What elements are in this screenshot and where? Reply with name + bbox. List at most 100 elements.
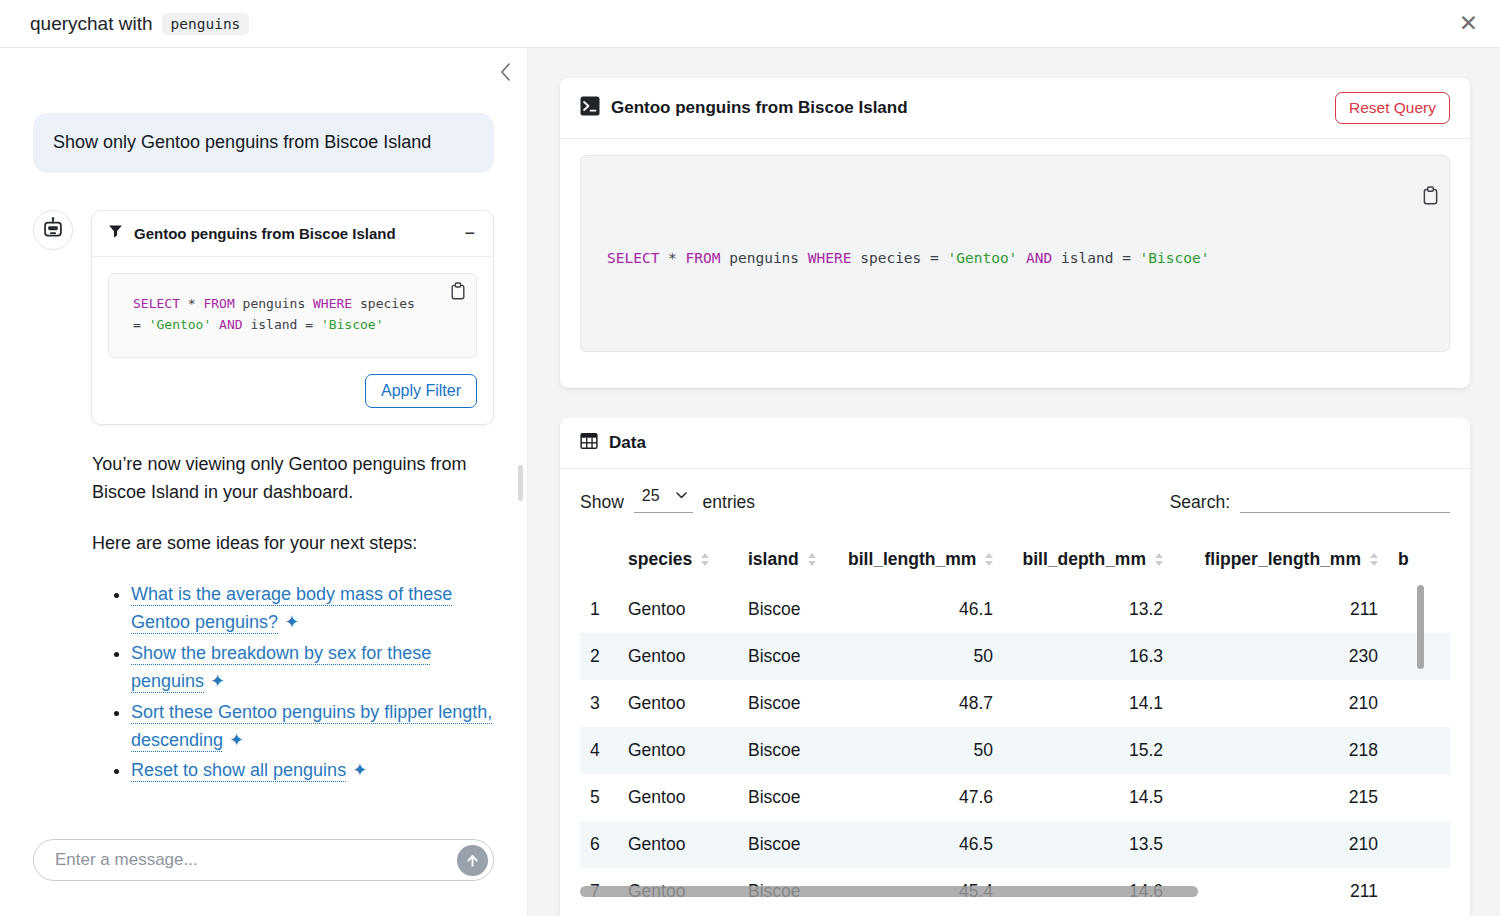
table-body: 1GentooBiscoe46.113.22112GentooBiscoe501… bbox=[580, 586, 1450, 901]
user-message: Show only Gentoo penguins from Biscoe Is… bbox=[33, 113, 494, 173]
suggestion-item: Reset to show all penguins ✦ bbox=[131, 757, 494, 785]
chat-input-container bbox=[33, 839, 494, 881]
table-cell: 3 bbox=[580, 680, 618, 727]
query-card-header: Gentoo penguins from Biscoe Island Reset… bbox=[560, 78, 1470, 139]
suggestion-list: What is the average body mass of these G… bbox=[92, 581, 494, 785]
table-cell: 230 bbox=[1173, 633, 1388, 680]
sort-icon bbox=[701, 553, 709, 566]
table-cell: 211 bbox=[1173, 868, 1388, 901]
sql-token: penguins bbox=[235, 296, 313, 311]
dataset-chip: penguins bbox=[162, 13, 250, 35]
arrow-up-icon bbox=[465, 853, 480, 868]
data-table: speciesislandbill_length_mmbill_depth_mm… bbox=[580, 539, 1450, 901]
send-button[interactable] bbox=[457, 845, 488, 876]
column-header-island[interactable]: island bbox=[738, 539, 838, 586]
sql-token: island = bbox=[1052, 250, 1139, 266]
table-cell: 211 bbox=[1173, 586, 1388, 633]
data-card: Data Show 25 entries Search: bbox=[560, 418, 1470, 916]
column-header-b: b bbox=[1388, 539, 1450, 586]
assistant-message: You’re now viewing only Gentoo penguins … bbox=[92, 451, 494, 785]
reset-query-button[interactable]: Reset Query bbox=[1335, 92, 1450, 124]
copy-icon[interactable] bbox=[1317, 164, 1439, 233]
assistant-paragraph: You’re now viewing only Gentoo penguins … bbox=[92, 451, 494, 507]
search-input[interactable] bbox=[1240, 487, 1450, 513]
entries-label: entries bbox=[703, 492, 756, 513]
column-header-species[interactable]: species bbox=[618, 539, 738, 586]
query-card: Gentoo penguins from Biscoe Island Reset… bbox=[560, 78, 1470, 388]
table-cell: Biscoe bbox=[738, 633, 838, 680]
suggestion-item: Sort these Gentoo penguins by flipper le… bbox=[131, 699, 494, 755]
app-title: querychat with bbox=[30, 13, 153, 35]
suggestion-link[interactable]: Show the breakdown by sex for these peng… bbox=[131, 643, 431, 691]
sparkle-icon: ✦ bbox=[352, 760, 367, 780]
table-header-row: speciesislandbill_length_mmbill_depth_mm… bbox=[580, 539, 1450, 586]
table-row: 2GentooBiscoe5016.3230 bbox=[580, 633, 1450, 680]
table-cell: 46.5 bbox=[838, 821, 1003, 868]
sql-token: * bbox=[659, 250, 685, 266]
column-header-bill_depth_mm[interactable]: bill_depth_mm bbox=[1003, 539, 1173, 586]
sql-token: WHERE bbox=[313, 296, 352, 311]
close-icon[interactable]: ✕ bbox=[1455, 8, 1482, 39]
suggestion-link[interactable]: Sort these Gentoo penguins by flipper le… bbox=[131, 702, 492, 750]
assistant-paragraph: Here are some ideas for your next steps: bbox=[92, 530, 494, 558]
table-vertical-scrollbar[interactable] bbox=[1417, 585, 1424, 669]
table-cell: Gentoo bbox=[618, 586, 738, 633]
table-cell: 14.1 bbox=[1003, 680, 1173, 727]
bot-avatar bbox=[33, 210, 73, 250]
table-row: 6GentooBiscoe46.513.5210 bbox=[580, 821, 1450, 868]
suggestion-item: What is the average body mass of these G… bbox=[131, 581, 494, 637]
filter-tool-card-header: Gentoo penguins from Biscoe Island − bbox=[92, 211, 493, 257]
sql-token: 'Biscoe' bbox=[321, 317, 384, 332]
table-cell: 50 bbox=[838, 633, 1003, 680]
table-cell: 5 bbox=[580, 774, 618, 821]
sidebar-collapse-icon[interactable] bbox=[500, 62, 511, 86]
sparkle-icon: ✦ bbox=[229, 730, 244, 750]
sql-token: WHERE bbox=[808, 250, 852, 266]
sql-code-block: SELECT * FROM penguins WHERE species = '… bbox=[108, 273, 477, 359]
table-cell: 13.5 bbox=[1003, 821, 1173, 868]
sql-token: penguins bbox=[721, 250, 808, 266]
table-cell: 4 bbox=[580, 727, 618, 774]
sql-token: 'Biscoe' bbox=[1140, 250, 1210, 266]
table-cell bbox=[1388, 774, 1450, 821]
suggestion-link[interactable]: Reset to show all penguins bbox=[131, 760, 346, 780]
collapse-card-icon[interactable]: − bbox=[462, 224, 477, 242]
table-cell: 46.1 bbox=[838, 586, 1003, 633]
table-row: 3GentooBiscoe48.714.1210 bbox=[580, 680, 1450, 727]
filter-tool-card: Gentoo penguins from Biscoe Island − SEL… bbox=[91, 210, 494, 426]
table-cell: 218 bbox=[1173, 727, 1388, 774]
table-cell: 210 bbox=[1173, 821, 1388, 868]
table-cell: 47.6 bbox=[838, 774, 1003, 821]
table-cell: 48.7 bbox=[838, 680, 1003, 727]
chat-input[interactable] bbox=[34, 850, 457, 870]
table-cell: 50 bbox=[838, 727, 1003, 774]
table-cell: Biscoe bbox=[738, 774, 838, 821]
table-cell: 16.3 bbox=[1003, 633, 1173, 680]
show-label: Show bbox=[580, 492, 624, 513]
page-length-control: Show 25 entries bbox=[580, 487, 755, 513]
column-header-flipper_length_mm[interactable]: flipper_length_mm bbox=[1173, 539, 1388, 586]
column-header-bill_length_mm[interactable]: bill_length_mm bbox=[838, 539, 1003, 586]
sql-token bbox=[1017, 250, 1026, 266]
sql-token: FROM bbox=[686, 250, 721, 266]
apply-filter-button[interactable]: Apply Filter bbox=[365, 374, 477, 408]
table-cell: 15.2 bbox=[1003, 727, 1173, 774]
table-cell: 6 bbox=[580, 821, 618, 868]
search-label: Search: bbox=[1170, 492, 1230, 513]
copy-icon[interactable] bbox=[450, 282, 466, 307]
dashboard-area: Gentoo penguins from Biscoe Island Reset… bbox=[528, 48, 1500, 916]
table-cell: Gentoo bbox=[618, 821, 738, 868]
table-horizontal-scrollbar[interactable] bbox=[580, 886, 1198, 897]
table-icon bbox=[580, 432, 598, 454]
sql-token: SELECT bbox=[133, 296, 180, 311]
table-cell: Biscoe bbox=[738, 586, 838, 633]
sidebar-scrollbar[interactable] bbox=[518, 465, 523, 501]
data-table-viewport: speciesislandbill_length_mmbill_depth_mm… bbox=[580, 539, 1450, 901]
chevron-down-icon bbox=[676, 492, 687, 499]
sparkle-icon: ✦ bbox=[210, 671, 225, 691]
robot-icon bbox=[40, 215, 66, 245]
sql-token: AND bbox=[1026, 250, 1052, 266]
table-row: 5GentooBiscoe47.614.5215 bbox=[580, 774, 1450, 821]
page-length-select[interactable]: 25 bbox=[634, 487, 693, 513]
sort-icon bbox=[1370, 553, 1378, 566]
